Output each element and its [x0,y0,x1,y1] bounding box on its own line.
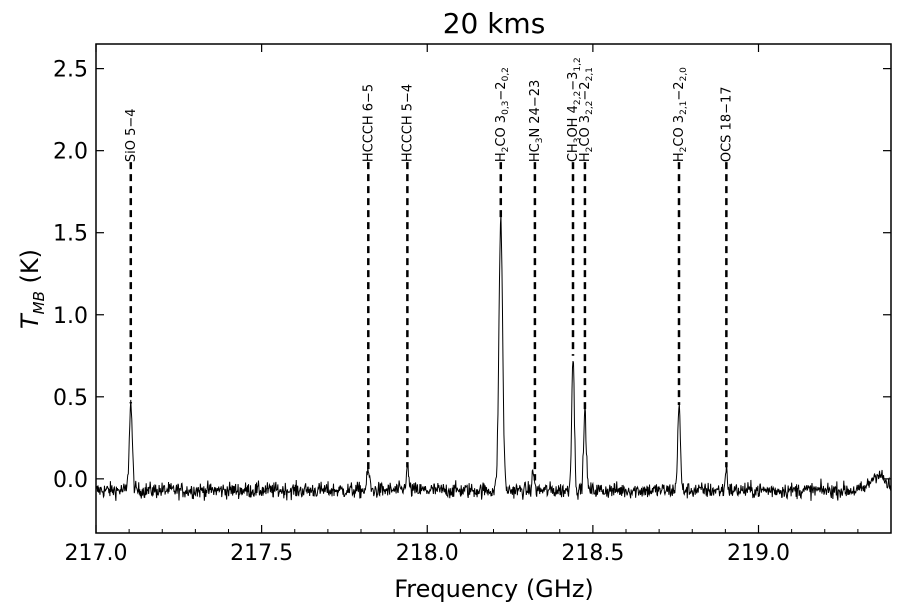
y-tick-label: 1.0 [53,304,88,329]
y-axis-title-sub: MB [30,291,48,314]
y-axis-title-unit: (K) [16,249,44,291]
line-marker-label: HC3N 24−23 [528,80,545,162]
svg-text:H2CO 32,1−22,0: H2CO 32,1−22,0 [672,67,689,162]
chart-title: 20 kms [443,7,546,40]
line-marker-label: SiO 5−4 [124,108,139,162]
line-marker-label: H2CO 30,3−20,2 [494,67,511,162]
spectrum-layer [96,215,891,501]
x-axis: 217.0 217.5 218.0 218.5 219.0 [65,44,892,566]
x-tick-label: 217.5 [230,541,293,566]
y-tick-label: 2.5 [53,58,88,83]
line-markers: SiO 5−4 HCCCH 6−5 HCCCH 5−4 H2CO 30,3−20,2 H… [124,57,734,481]
line-marker-label: HCCCH 6−5 [361,84,376,162]
x-tick-label: 218.5 [561,541,624,566]
line-marker-label: CH3OH 42,2−31,2 [566,57,583,162]
x-tick-label: 217.0 [65,541,128,566]
svg-text:CH3OH 42,2−31,2: CH3OH 42,2−31,2 [566,57,583,162]
svg-text:HCCCH 5−4: HCCCH 5−4 [400,84,415,162]
line-marker-label: OCS 18−17 [719,86,734,162]
y-tick-label: 2.0 [53,140,88,165]
y-tick-label: 0.0 [53,468,88,493]
spectrum-line [96,215,891,501]
y-axis: 0.0 0.5 1.0 1.5 2.0 2.5 [53,58,891,493]
svg-text:HC3N 24−23: HC3N 24−23 [528,80,545,162]
y-tick-label: 1.5 [53,222,88,247]
svg-text:TMB (K): TMB (K) [16,249,48,329]
y-axis-title: TMB (K) [16,249,48,329]
x-tick-label: 219.0 [727,541,790,566]
svg-text:H2CO 32,2−22,1: H2CO 32,2−22,1 [578,67,595,162]
svg-text:H2CO 30,3−20,2: H2CO 30,3−20,2 [494,67,511,162]
x-tick-label: 218.0 [396,541,459,566]
y-axis-title-main: T [16,312,44,329]
svg-text:OCS 18−17: OCS 18−17 [719,86,734,162]
svg-text:HCCCH 6−5: HCCCH 6−5 [361,84,376,162]
svg-text:SiO 5−4: SiO 5−4 [124,108,139,162]
line-marker-label: HCCCH 5−4 [400,84,415,162]
line-marker-label: H2CO 32,2−22,1 [578,67,595,162]
line-marker-label: H2CO 32,1−22,0 [672,67,689,162]
y-tick-label: 0.5 [53,386,88,411]
x-axis-title: Frequency (GHz) [394,575,594,603]
